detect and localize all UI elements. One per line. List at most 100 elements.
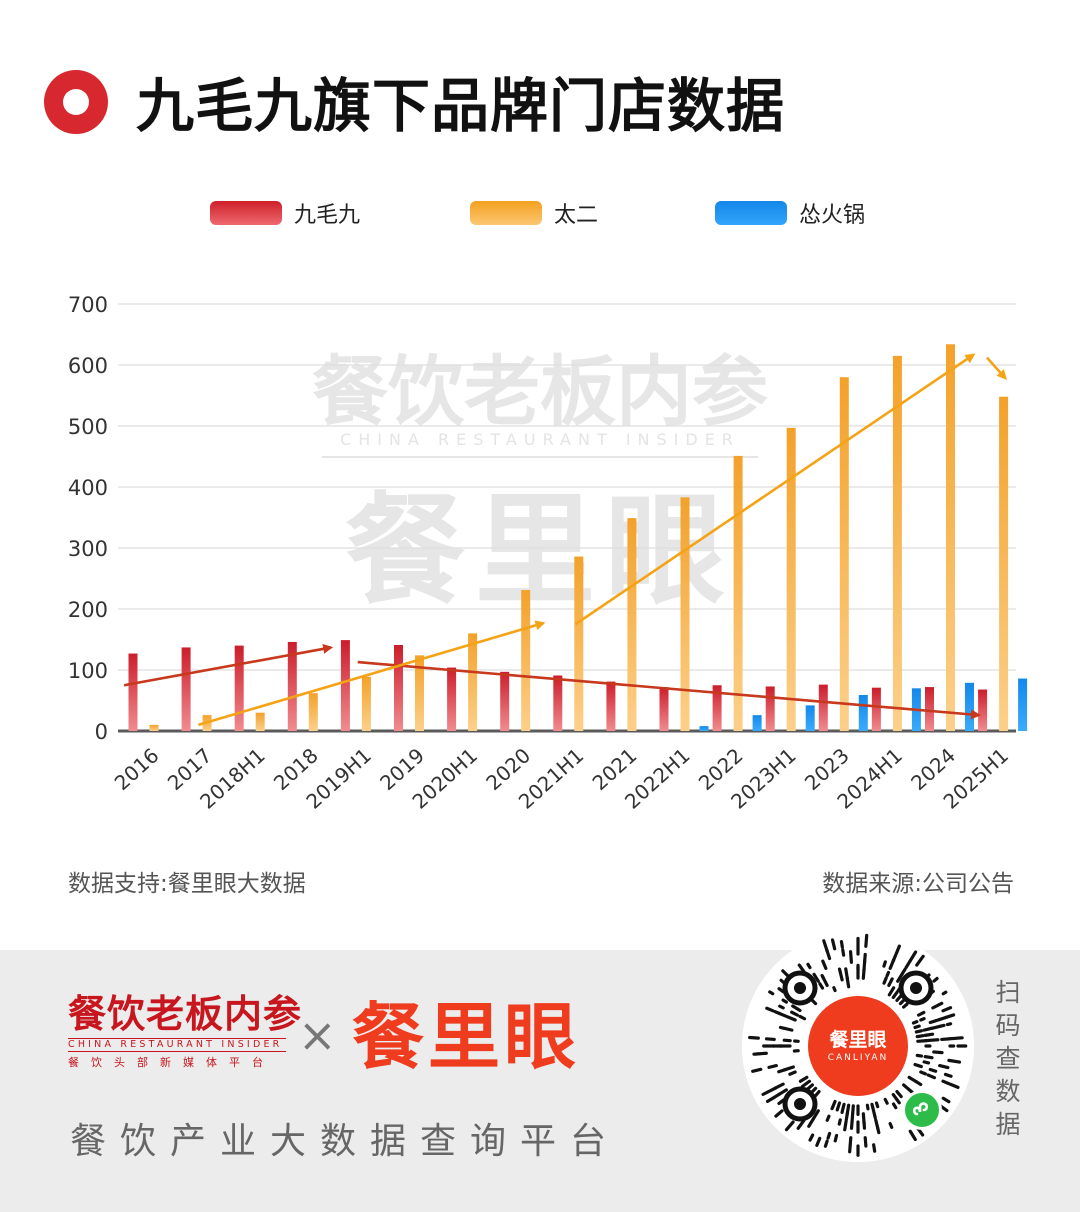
brand-logo-sub: 餐饮头部新媒体平台 <box>68 1056 275 1069</box>
legend-label: 太二 <box>554 203 599 228</box>
qr-dot <box>844 1111 849 1122</box>
qr-dot <box>823 1139 829 1148</box>
qr-dot <box>943 1072 953 1078</box>
qr-dot <box>783 1026 794 1032</box>
qr-dot <box>928 1067 938 1073</box>
qr-dot <box>913 1024 921 1030</box>
qr-dot <box>796 1118 806 1130</box>
qr-dot <box>812 972 820 983</box>
watermark-brand-cn: 餐饮老板内参 <box>312 347 768 436</box>
y-tick-label: 500 <box>68 415 108 439</box>
qr-finder-dot <box>910 982 922 994</box>
qr-finder-dot <box>794 982 806 994</box>
qr-dot <box>778 1025 786 1030</box>
qr-dot <box>938 1023 946 1028</box>
bar-jiumaojiu <box>128 653 138 731</box>
qr-dot <box>800 1079 812 1088</box>
bar-song <box>1018 678 1028 731</box>
qr-dot <box>900 967 907 976</box>
scan-hint: 扫码查数据 <box>995 978 1021 1139</box>
qr-dot <box>883 1097 889 1105</box>
qr-dot <box>911 1020 919 1025</box>
qr-dot <box>826 1131 832 1140</box>
bar-jiumaojiu <box>712 685 722 731</box>
qr-dot <box>761 1089 771 1096</box>
bar-jiumaojiu <box>978 689 988 731</box>
legend-item-taier: 太二 <box>470 198 598 228</box>
watermark: 餐饮老板内参 CHINA RESTAURANT INSIDER 餐里眼 <box>312 347 768 621</box>
qr-dot <box>797 963 806 974</box>
bar-jiumaojiu <box>553 675 563 731</box>
qr-dot <box>919 1017 926 1022</box>
qr-dot <box>814 1090 821 1098</box>
qr-finder-dot <box>794 1098 806 1110</box>
qr-dot <box>908 1129 917 1142</box>
qr-dot <box>781 998 788 1004</box>
bar-jiumaojiu <box>447 667 457 731</box>
bar-chart: 餐饮老板内参 CHINA RESTAURANT INSIDER 餐里眼 0 100… <box>68 293 1028 814</box>
qr-dot <box>830 1099 837 1111</box>
qr-dot <box>821 959 828 970</box>
qr-code[interactable]: 餐里眼 CANLIYAN <box>742 930 974 1162</box>
qr-dot <box>768 1086 778 1093</box>
qr-dot <box>895 994 902 1002</box>
qr-dot <box>940 1037 951 1042</box>
collab-cross: × <box>298 1008 337 1062</box>
y-tick-label: 700 <box>68 293 108 317</box>
page-title: 九毛九旗下品牌门店数据 <box>136 72 786 140</box>
qr-dot <box>932 1050 944 1055</box>
bar-jiumaojiu <box>818 684 828 731</box>
bar-taier <box>627 518 637 731</box>
brand-logo-text: 餐饮老板内参 <box>68 991 303 1036</box>
qr-dot <box>839 939 844 949</box>
qr-dot <box>820 973 826 980</box>
qr-dot <box>815 1136 822 1147</box>
brand-logo-canliyan: 餐里眼 <box>352 995 581 1079</box>
qr-dot <box>787 1015 797 1022</box>
bar-taier <box>786 427 796 731</box>
qr-dot <box>874 1101 880 1109</box>
qr-dot <box>947 1058 962 1064</box>
qr-dot <box>923 1032 935 1037</box>
qr-dot <box>914 1079 923 1087</box>
brand-logo-canyinlaobanneican: 餐饮老板内参 CHINA RESTAURANT INSIDER 餐饮头部新媒体平… <box>68 991 303 1070</box>
bar-jiumaojiu <box>659 687 669 731</box>
qr-dot <box>765 1096 775 1104</box>
legend-swatch-jiumaojiu <box>210 201 282 225</box>
qr-dot <box>915 954 925 967</box>
qr-dot <box>774 1109 784 1118</box>
y-tick-label: 300 <box>68 537 108 561</box>
bar-taier <box>255 712 265 731</box>
qr-dot <box>941 1079 951 1086</box>
qr-dot <box>777 987 786 994</box>
qr-dot <box>825 1114 831 1122</box>
qr-dot <box>894 944 901 956</box>
qr-dot <box>862 1120 867 1130</box>
bar-taier <box>361 676 371 731</box>
qr-dot <box>781 969 789 977</box>
bar-taier <box>308 693 318 731</box>
qr-dot <box>751 1067 763 1073</box>
bar-song <box>699 726 709 731</box>
bar-song <box>858 695 868 731</box>
qr-dot <box>851 1104 855 1115</box>
qr-dot <box>798 1075 809 1083</box>
bar-taier <box>839 377 849 731</box>
qr-dot <box>915 1034 925 1039</box>
qr-dot <box>837 1118 842 1126</box>
bar-taier <box>468 633 478 731</box>
qr-dot <box>876 1126 881 1135</box>
qr-dot <box>784 1120 795 1132</box>
legend-label: 九毛九 <box>294 203 361 228</box>
y-tick-label: 600 <box>68 354 108 378</box>
bar-taier <box>149 724 159 731</box>
qr-dot <box>848 950 854 964</box>
bar-jiumaojiu <box>606 681 616 731</box>
legend-swatch-song <box>715 201 787 225</box>
bar-jiumaojiu <box>394 644 403 731</box>
qr-dot <box>915 1053 924 1058</box>
chart-card: 九毛九旗下品牌门店数据 九毛九 太二 怂火锅 <box>44 70 1028 897</box>
qr-dot <box>887 977 894 988</box>
brand-logo-en: CHINA RESTAURANT INSIDER <box>68 1038 286 1052</box>
qr-dot <box>882 976 888 985</box>
